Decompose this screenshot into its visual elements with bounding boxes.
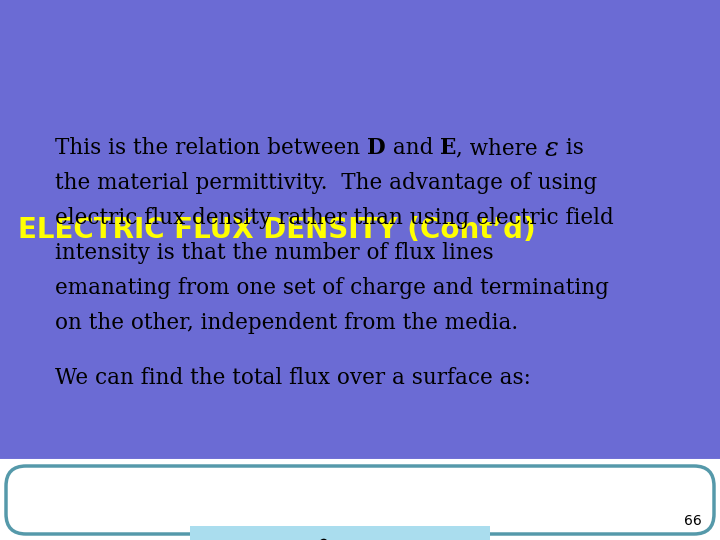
Text: and: and [386, 137, 440, 159]
Bar [0, 0, 720, 460]
Text: This is the relation between: This is the relation between [55, 137, 367, 159]
Text: We can find the total flux over a surface as:: We can find the total flux over a surfac… [55, 367, 531, 389]
Text: electric flux density rather than using electric field: electric flux density rather than using … [55, 207, 613, 229]
Text: on the other, independent from the media.: on the other, independent from the media… [55, 312, 518, 334]
Text: 66: 66 [684, 514, 702, 528]
Text: ε: ε [545, 136, 559, 160]
Text: $\Psi = \int \mathbf{D} \bullet \, dS$: $\Psi = \int \mathbf{D} \bullet \, dS$ [239, 536, 441, 540]
Text: ELECTRIC FLUX DENSITY (Cont’d): ELECTRIC FLUX DENSITY (Cont’d) [18, 216, 536, 244]
Text: intensity is that the number of flux lines: intensity is that the number of flux lin… [55, 242, 494, 264]
Text: , where: , where [456, 137, 545, 159]
Text: D: D [367, 137, 386, 159]
Text: E: E [440, 137, 456, 159]
Bar [190, 526, 490, 540]
Text: the material permittivity.  The advantage of using: the material permittivity. The advantage… [55, 172, 598, 194]
Text: emanating from one set of charge and terminating: emanating from one set of charge and ter… [55, 277, 609, 299]
Text: is: is [559, 137, 583, 159]
